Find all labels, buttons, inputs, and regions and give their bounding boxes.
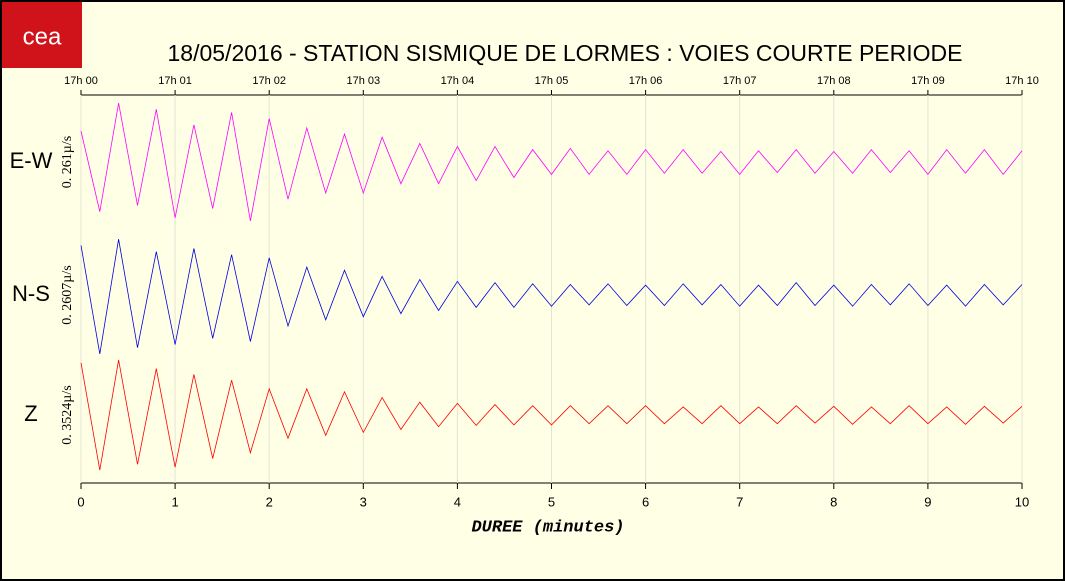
top-tick-label: 17h 05 [535, 75, 569, 87]
channel-label: E-W [10, 148, 53, 173]
x-tick-label: 1 [171, 494, 178, 509]
top-tick-label: 17h 10 [1005, 75, 1039, 87]
trace [80, 359, 1023, 471]
top-tick-label: 17h 07 [723, 75, 757, 87]
top-tick-label: 17h 02 [252, 75, 286, 87]
top-tick-label: 17h 06 [629, 75, 663, 87]
trace [80, 239, 1023, 354]
x-tick-label: 9 [924, 494, 931, 509]
channel-label: N-S [12, 281, 50, 306]
top-tick-label: 17h 08 [817, 75, 851, 87]
logo: cea [23, 23, 62, 50]
x-tick-label: 10 [1015, 494, 1029, 509]
trace [80, 103, 1023, 221]
logo-box [2, 2, 82, 68]
x-tick-label: 6 [642, 494, 649, 509]
channel-label: Z [24, 401, 37, 426]
chart-title: 18/05/2016 - STATION SISMIQUE DE LORMES … [168, 40, 963, 66]
x-tick-label: 5 [548, 494, 555, 509]
x-tick-label: 7 [736, 494, 743, 509]
x-tick-label: 3 [360, 494, 367, 509]
x-tick-label: 0 [77, 494, 84, 509]
top-tick-label: 17h 03 [346, 75, 380, 87]
x-tick-label: 4 [454, 494, 461, 509]
x-tick-label: 2 [266, 494, 273, 509]
top-tick-label: 17h 00 [64, 75, 98, 87]
top-tick-label: 17h 04 [441, 75, 475, 87]
top-tick-label: 17h 01 [158, 75, 192, 87]
x-tick-label: 8 [830, 494, 837, 509]
scale-label: 0. 2607µ/s [60, 265, 75, 324]
x-axis-label: DUREE (minutes) [471, 518, 624, 537]
scale-label: 0. 261µ/s [60, 136, 75, 188]
scale-label: 0. 3524µ/s [60, 385, 75, 444]
top-tick-label: 17h 09 [911, 75, 945, 87]
